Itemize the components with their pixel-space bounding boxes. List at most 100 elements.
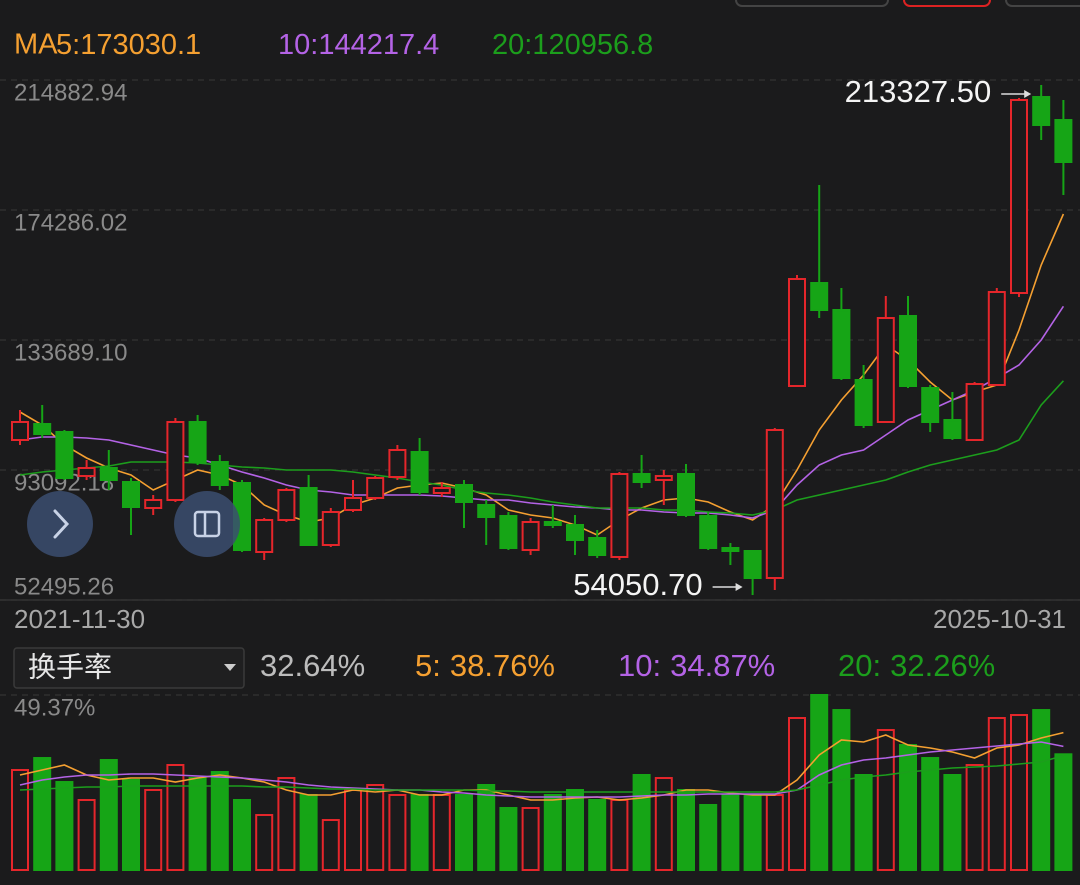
volume-bar	[255, 814, 274, 871]
y-tick-label: 133689.10	[14, 339, 127, 366]
volume-bar	[499, 807, 518, 871]
volume-bar	[632, 774, 651, 872]
candle-body	[255, 519, 274, 554]
candle-body	[899, 315, 917, 388]
volume-bar	[321, 819, 340, 872]
candle-body	[588, 537, 607, 557]
candle-body	[388, 449, 407, 479]
volume-bar	[299, 793, 318, 871]
candle-body	[566, 524, 584, 542]
annotation-arrowhead	[1024, 89, 1032, 98]
candle-body	[632, 473, 651, 484]
volume-bar	[366, 783, 385, 871]
volume-bar	[588, 798, 607, 872]
indicator-name: 换手率	[28, 651, 112, 682]
ma-legend-name: 5:	[56, 29, 80, 61]
volume-bar	[899, 744, 917, 872]
candle-body	[344, 497, 362, 512]
candle-body	[210, 461, 229, 487]
indicator-legend-name: 10:	[618, 648, 661, 683]
volume-bar	[721, 793, 740, 871]
x-tick-label: 2025-10-31	[933, 604, 1066, 634]
ma-legend: 10:144217.4	[278, 29, 439, 61]
candle-body	[987, 291, 1006, 387]
candle-body	[721, 547, 740, 553]
candle-body	[77, 467, 96, 478]
y-tick-label: 174286.02	[14, 209, 127, 236]
annotation-arrowhead	[735, 583, 743, 592]
volume-bar	[233, 798, 251, 872]
toolbar-button-active[interactable]	[903, 0, 991, 7]
volume-bar	[765, 793, 784, 871]
volume-bar	[210, 771, 229, 871]
ma-prefix: MA	[14, 29, 58, 61]
annotation-label: 54050.70	[573, 567, 702, 602]
volume-bar	[277, 777, 296, 871]
volume-bar	[166, 764, 185, 871]
volume-bar	[55, 781, 74, 872]
candle-body	[854, 379, 873, 427]
candle-body	[921, 387, 940, 424]
toolbar-button[interactable]	[1005, 0, 1080, 7]
indicator-legend: 10: 34.87%	[618, 648, 775, 683]
ma-line	[19, 754, 1064, 793]
volume-bar	[33, 757, 52, 872]
candle-body	[943, 419, 962, 440]
ma-legend-value: 120956.8	[532, 29, 653, 61]
ma-legend-name: 10:	[278, 29, 318, 61]
indicator-legend-value: 38.76%	[450, 648, 555, 683]
indicator-dropdown[interactable]	[13, 647, 245, 689]
volume-bar	[543, 793, 562, 871]
volume-bar	[1010, 714, 1028, 871]
volume-bar	[699, 803, 718, 872]
toolbar-button[interactable]	[735, 0, 889, 7]
candle-body	[477, 504, 496, 519]
candle-body	[99, 467, 118, 482]
candle-body	[677, 473, 695, 517]
volume-bar	[1032, 709, 1051, 871]
candle-body	[743, 550, 762, 580]
candle-body	[699, 515, 718, 550]
indicator-legend: 20: 32.26%	[838, 648, 995, 683]
volume-bar	[832, 709, 851, 871]
dropdown-caret	[224, 664, 236, 671]
volume-bar	[876, 729, 895, 871]
volume-bar	[410, 793, 429, 871]
candle-body	[610, 473, 629, 559]
volume-bar	[921, 757, 940, 872]
indicator-legend-value: 32.26%	[890, 648, 995, 683]
chevron-icon	[53, 509, 70, 539]
expand-button[interactable]	[27, 491, 93, 557]
candle-body	[11, 421, 29, 442]
layout-icon	[193, 510, 221, 538]
volume-bar	[77, 798, 96, 872]
candle-body	[432, 487, 451, 495]
candle-body	[1010, 99, 1028, 295]
volume-bar	[654, 777, 673, 871]
volume-bar	[122, 779, 140, 872]
candle-body	[144, 499, 163, 510]
indicator-legend-name: 5:	[415, 648, 441, 683]
candle-body	[410, 451, 429, 494]
annotation-label: 213327.50	[845, 74, 992, 109]
candle-body	[788, 278, 806, 388]
marks: 214882.94174286.02133689.1093092.1852495…	[0, 79, 1080, 872]
layout-button[interactable]	[174, 491, 240, 557]
candle-body	[321, 511, 340, 547]
indicator-current: 32.64%	[260, 648, 365, 683]
volume-bar	[810, 694, 829, 871]
candle-body	[366, 477, 385, 500]
y-tick-label: 52495.26	[14, 573, 114, 600]
candle-body	[33, 423, 52, 436]
candle-body	[166, 421, 185, 502]
volume-bar	[477, 783, 496, 871]
candle-body	[810, 282, 829, 312]
candle-body	[299, 487, 318, 547]
indicator-legend-value: 34.87%	[670, 648, 775, 683]
ma-legend: 20:120956.8	[492, 29, 653, 61]
volume-bar	[943, 774, 962, 872]
overlay	[27, 491, 240, 557]
y-tick-label: 49.37%	[14, 694, 95, 721]
candle-body	[543, 521, 562, 527]
